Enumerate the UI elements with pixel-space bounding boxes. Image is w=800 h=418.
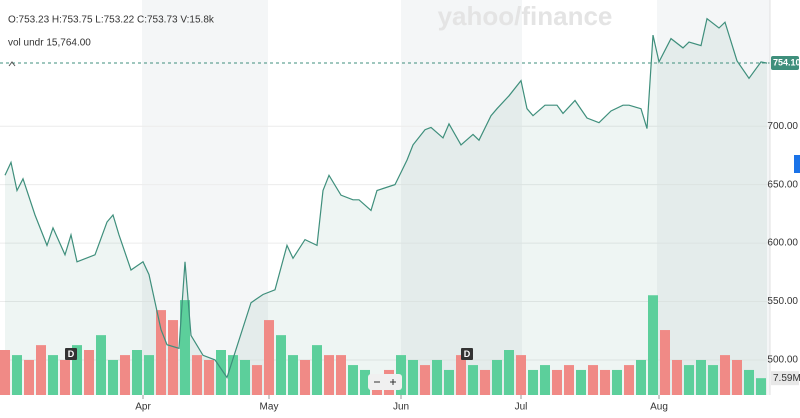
volume-bar <box>300 359 310 395</box>
y-tick-label: 500.00 <box>767 355 798 366</box>
event-marker <box>65 348 77 360</box>
collapse-icon[interactable] <box>8 61 16 67</box>
volume-tag-bg <box>771 371 799 386</box>
price-tag-bg <box>771 55 799 70</box>
volume-bar <box>516 355 526 395</box>
volume-bar <box>72 345 82 395</box>
x-tick-label: Jun <box>393 402 409 413</box>
y-tick-label: 700.00 <box>767 121 798 132</box>
volume-bar <box>180 300 190 395</box>
volume-bar <box>432 359 442 395</box>
plot: Apr May Jun Jul Aug D D <box>0 17 770 413</box>
volume-bar <box>528 369 538 395</box>
volume-bar <box>408 359 418 395</box>
x-tick-label: Aug <box>650 402 668 413</box>
volume-bar <box>336 355 346 395</box>
volume-tag: 7.59M <box>773 373 800 384</box>
volume-bar <box>540 365 550 395</box>
zoom-box[interactable] <box>368 374 402 390</box>
volume-bar <box>108 359 118 395</box>
volume-bar <box>684 365 694 395</box>
volume-bar <box>216 350 226 395</box>
volume-bar <box>708 365 718 395</box>
event-marker <box>461 348 473 360</box>
volume-bar <box>276 335 286 395</box>
period-shade <box>657 0 770 395</box>
x-tick-label: Apr <box>135 402 151 413</box>
volume-bar <box>576 369 586 395</box>
volume-bar <box>60 359 70 395</box>
volume-bar <box>240 359 250 395</box>
volume-bar <box>444 369 454 395</box>
volume-bar <box>132 350 142 395</box>
volume-bar <box>468 365 478 395</box>
volume-bar <box>252 365 262 395</box>
volume-bar <box>564 365 574 395</box>
y-tick-label: 650.00 <box>767 179 798 190</box>
volume-bar <box>348 365 358 395</box>
zoom-control[interactable] <box>368 374 402 390</box>
volume-bar <box>324 355 334 395</box>
volume-bar <box>264 320 274 395</box>
event-label: D <box>464 349 471 359</box>
volume-bar <box>624 365 634 395</box>
volume-bar <box>0 350 10 395</box>
volume-bar <box>660 330 670 395</box>
volume-bar <box>648 295 658 395</box>
volume-bar <box>420 365 430 395</box>
volume-bar <box>456 355 466 395</box>
volume-bar <box>744 369 754 395</box>
volume-bar <box>48 355 58 395</box>
volume-bar <box>600 369 610 395</box>
volume-bar <box>204 359 214 395</box>
volume-bar <box>492 359 502 395</box>
price-tag: 754.10 <box>773 57 800 67</box>
volume-bar <box>24 359 34 395</box>
volume-bar <box>228 355 238 395</box>
y-tick-label: 600.00 <box>767 238 798 249</box>
volume-bar <box>84 350 94 395</box>
volume-bar <box>156 310 166 395</box>
volume-bar <box>144 355 154 395</box>
x-tick-label: Jul <box>515 402 528 413</box>
volume-bar <box>312 345 322 395</box>
watermark: yahoo/finance <box>438 1 613 31</box>
volume-bar <box>696 359 706 395</box>
volume-bar <box>588 365 598 395</box>
volume-bar <box>360 369 370 395</box>
volume-bar <box>96 335 106 395</box>
ohlc-text: O:753.23 H:753.75 L:753.22 C:753.73 V:15… <box>8 15 215 26</box>
y-tick-label: 550.00 <box>767 296 798 307</box>
volume-bar <box>504 350 514 395</box>
study-text: vol undr 15,764.00 <box>8 38 91 49</box>
volume-bar <box>612 369 622 395</box>
volume-bar <box>636 359 646 395</box>
volume-bar <box>552 369 562 395</box>
price-line <box>4 17 768 379</box>
x-tick-label: May <box>260 402 279 413</box>
volume-bar <box>720 355 730 395</box>
volume-bar <box>36 345 46 395</box>
period-shade <box>401 0 522 395</box>
volume-bar <box>120 355 130 395</box>
volume-bar <box>480 369 490 395</box>
volume-bar <box>732 359 742 395</box>
area-fill <box>5 18 767 395</box>
volume-bar <box>168 320 178 395</box>
volume-bar <box>756 378 766 395</box>
volume-bar <box>288 355 298 395</box>
event-label: D <box>68 349 75 359</box>
volume-bar <box>12 355 22 395</box>
volume-bar <box>192 355 202 395</box>
volume-bar <box>672 359 682 395</box>
side-tab[interactable] <box>794 155 800 173</box>
